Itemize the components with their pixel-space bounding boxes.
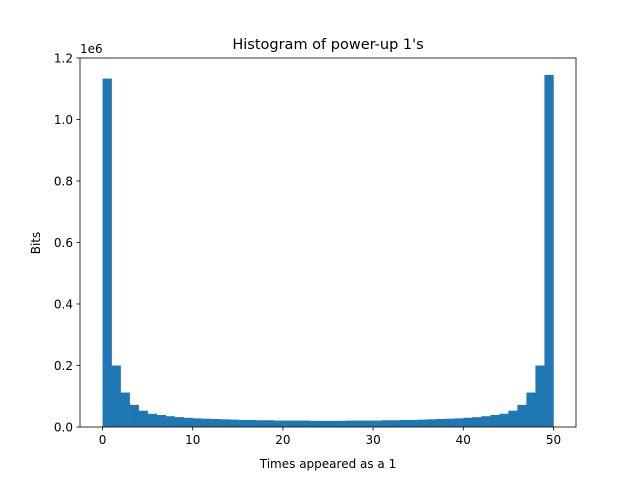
histogram-bar: [418, 419, 428, 427]
histogram-bar: [246, 419, 257, 427]
histogram-bar: [490, 415, 500, 427]
y-offset-label: 1e6: [80, 42, 103, 56]
plot-frame: [79, 57, 577, 428]
axes-layer: 0 10 20 30 40 50 0.0 0.2 0.4 0.6 0.8 1.0 1.2: [54, 52, 577, 447]
histogram-bar: [454, 418, 464, 427]
histogram-bar: [210, 419, 221, 427]
histogram-bar: [355, 420, 365, 427]
histogram-bar: [138, 410, 148, 427]
histogram-bar: [400, 419, 410, 427]
histogram-bar: [517, 404, 527, 427]
histogram-bar: [481, 416, 491, 427]
histogram-bar: [409, 419, 419, 427]
histogram-bar: [328, 420, 338, 427]
histogram-bar: [111, 365, 121, 427]
x-tick-label: 0: [99, 433, 107, 447]
y-axis-label: Bits: [29, 232, 43, 255]
y-tick-label: 0.8: [54, 175, 73, 189]
histogram-bar: [391, 420, 401, 427]
histogram-bar: [346, 420, 356, 427]
histogram-bar: [427, 419, 437, 427]
histogram-bar: [382, 420, 392, 427]
histogram-bar: [120, 392, 130, 427]
histogram-bar: [156, 415, 166, 427]
y-tick-label: 0.0: [54, 421, 73, 435]
histogram-bar: [508, 410, 518, 427]
x-tick-label: 40: [456, 433, 471, 447]
x-tick-label: 10: [185, 433, 200, 447]
histogram-bar: [174, 417, 185, 427]
y-tick-label: 0.6: [54, 236, 73, 250]
histogram-bar: [264, 420, 275, 427]
histogram-bar: [192, 418, 203, 427]
histogram-bar: [273, 420, 284, 427]
histogram-bar: [282, 420, 293, 427]
histogram-bar: [445, 418, 455, 427]
y-tick-label: 1.2: [54, 52, 73, 66]
histogram-bar: [463, 417, 473, 427]
histogram-bar: [309, 420, 320, 427]
histogram-bar: [228, 419, 239, 427]
y-tick-label: 1.0: [54, 113, 73, 127]
histogram-bar: [219, 419, 230, 427]
bars-layer: [102, 74, 554, 427]
histogram-bar: [544, 74, 554, 427]
histogram-bar: [255, 420, 266, 427]
histogram-bar: [472, 417, 482, 427]
x-tick-label: 20: [275, 433, 290, 447]
histogram-bar: [102, 78, 112, 427]
histogram-bar: [526, 392, 536, 427]
histogram-bar: [291, 420, 302, 427]
histogram-bar: [535, 365, 545, 427]
histogram-bar: [318, 420, 329, 427]
histogram-bar: [129, 404, 139, 427]
chart-title: Histogram of power-up 1's: [232, 37, 423, 53]
histogram-bar: [337, 420, 347, 427]
histogram-bar: [201, 418, 212, 427]
histogram-bar: [436, 419, 446, 427]
histogram-bar: [499, 413, 509, 427]
x-axis-label: Times appeared as a 1: [259, 457, 396, 471]
x-tick-label: 50: [546, 433, 561, 447]
y-tick-label: 0.2: [54, 359, 73, 373]
histogram-bar: [364, 420, 374, 427]
y-tick-label: 0.4: [54, 298, 73, 312]
histogram-bar: [237, 419, 248, 427]
x-tick-label: 30: [365, 433, 380, 447]
histogram-bar: [373, 420, 383, 427]
histogram-bar: [300, 420, 311, 427]
histogram-bar: [183, 417, 194, 427]
histogram-bar: [147, 413, 157, 427]
histogram-bar: [165, 416, 175, 427]
